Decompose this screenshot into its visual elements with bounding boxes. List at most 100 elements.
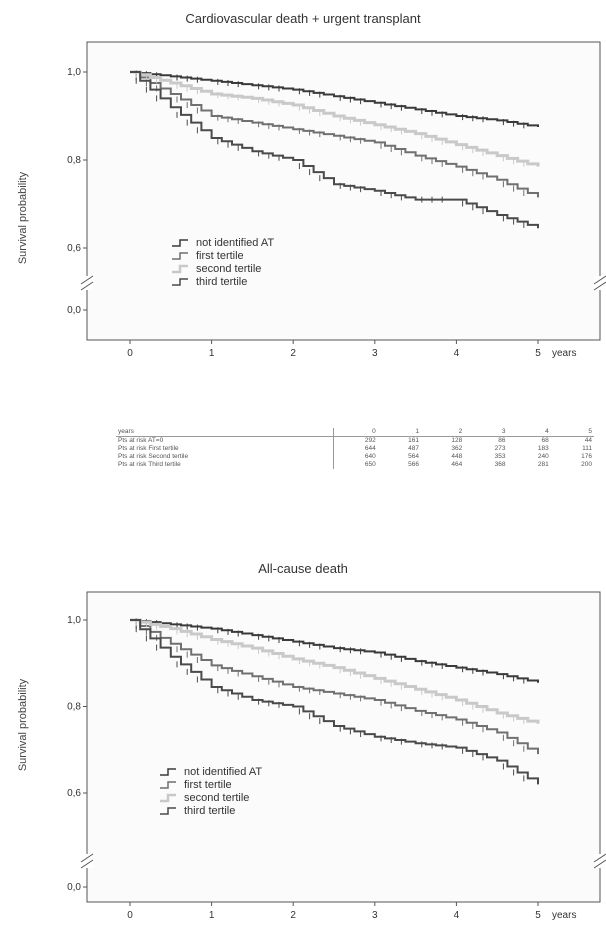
x-axis-unit-2: years — [552, 910, 576, 921]
at-risk-table: years 0 1 2 3 4 5 Pts at risk AT=0 292 161 128 86 68… — [116, 428, 594, 469]
table-row: Pts at risk First tertile 644 487 362 273 183… — [116, 445, 594, 453]
table-row: Pts at risk Third tertile 650 566 464 368 281… — [116, 461, 594, 469]
series-line-1-0 — [130, 71, 539, 127]
table-cell: 128 — [451, 437, 463, 444]
axis-break-mask-right-1 — [594, 276, 606, 290]
y-tick-label-2-0: 0,0 — [67, 882, 81, 893]
series-line-2-2 — [130, 618, 540, 724]
table-header-row: years 0 1 2 3 4 5 — [116, 428, 594, 437]
axis-break-left-2 — [80, 853, 94, 869]
x-tick-label-2-1: 1 — [209, 910, 215, 921]
legend-swatch-2-1 — [160, 781, 176, 789]
table-cell: 273 — [494, 445, 506, 452]
x-tick-label-1-1: 1 — [209, 348, 215, 359]
x-tick-label-2-0: 0 — [127, 910, 133, 921]
table-cell: 3 — [464, 428, 508, 437]
series-line-2-0 — [130, 619, 539, 683]
y-tick-label-1-0: 0,0 — [67, 305, 81, 316]
table-cell: 161 — [408, 437, 419, 444]
y-tick-label-1-1: 0,6 — [67, 243, 81, 254]
legend-label-2-2: second tertile — [184, 792, 249, 804]
y-tick-label-1-3: 1,0 — [67, 67, 81, 78]
x-tick-label-2-3: 3 — [372, 910, 378, 921]
table-cell: Pts at risk Third tertile — [116, 461, 334, 469]
x-tick-label-2-2: 2 — [290, 910, 296, 921]
legend-swatch-2-3 — [160, 807, 176, 815]
legend-label-2-3: third tertile — [184, 805, 235, 817]
series-line-1-1 — [130, 71, 539, 198]
table-cell: 183 — [537, 445, 549, 452]
plot-frame-1 — [86, 41, 601, 341]
table-cell: 368 — [494, 461, 506, 468]
table-cell: Pts at risk Second tertile — [116, 453, 334, 461]
table-cell: 111 — [582, 445, 592, 452]
y-tick-label-2-1: 0,6 — [67, 788, 81, 799]
table-cell: 362 — [451, 445, 463, 452]
legend-label-1-2: second tertile — [196, 263, 261, 275]
legend-label-1-3: third tertile — [196, 276, 247, 288]
table-cell: 650 — [364, 461, 376, 468]
table-cell: 44 — [584, 437, 592, 444]
axis-break-mask-left-2 — [81, 854, 93, 868]
legend-swatch-1-3 — [172, 278, 188, 286]
x-tick-label-1-4: 4 — [454, 348, 460, 359]
table-cell: 487 — [408, 445, 419, 452]
chart-2-title: All-cause death — [258, 561, 348, 576]
legend-swatch-1-0 — [172, 239, 188, 247]
axis-break-mask-right-2 — [594, 854, 606, 868]
table-row: Pts at risk Second tertile 640 564 448 353 24… — [116, 453, 594, 461]
axis-break-right-2 — [593, 853, 606, 869]
table-cell: 640 — [364, 453, 376, 460]
table-cell: 566 — [408, 461, 419, 468]
axis-break-right-1 — [593, 275, 606, 291]
x-tick-label-1-0: 0 — [127, 348, 133, 359]
table-cell: 292 — [364, 437, 376, 444]
table-cell: 68 — [541, 437, 549, 444]
legend-label-1-0: not identified AT — [196, 237, 274, 249]
table-cell: 240 — [537, 453, 549, 460]
legend-label-2-1: first tertile — [184, 779, 232, 791]
table-cell: 176 — [581, 453, 592, 460]
table-cell: 2 — [421, 428, 465, 437]
table-cell: Pts at risk AT=0 — [116, 436, 334, 445]
table-cell: 4 — [507, 428, 551, 437]
legend-swatch-2-0 — [160, 768, 176, 776]
chart-1-svg: 0,0 0,6 0,8 1,0 0 1 2 3 4 5 years not identified AT… — [67, 41, 606, 359]
legend-swatch-1-2 — [172, 264, 188, 274]
table-cell: 200 — [581, 461, 592, 468]
series-line-2-3 — [130, 619, 539, 785]
chart-1-title: Cardiovascular death + urgent transplant — [185, 11, 421, 26]
axis-break-left-1 — [80, 275, 94, 291]
legend-swatch-2-2 — [160, 793, 176, 803]
axis-break-mask-left-1 — [81, 276, 93, 290]
table-cell: 644 — [364, 445, 376, 452]
table-row: Pts at risk AT=0 292 161 128 86 68 44 — [116, 436, 594, 445]
x-axis-unit-1: years — [552, 348, 576, 359]
legend-label-2-0: not identified AT — [184, 766, 262, 778]
x-tick-label-1-3: 3 — [372, 348, 378, 359]
table-cell: 464 — [451, 461, 463, 468]
legend-label-1-1: first tertile — [196, 250, 244, 262]
table-cell: 353 — [494, 453, 506, 460]
y-tick-label-2-3: 1,0 — [67, 615, 81, 626]
x-tick-label-1-2: 2 — [290, 348, 296, 359]
table-cell: Pts at risk First tertile — [116, 445, 334, 453]
series-line-1-2 — [130, 70, 540, 167]
x-tick-label-2-5: 5 — [535, 910, 541, 921]
table-cell: 86 — [498, 437, 506, 444]
table-cell: 1 — [377, 428, 421, 437]
y-tick-label-1-2: 0,8 — [67, 155, 81, 166]
y-tick-label-2-2: 0,8 — [67, 702, 81, 713]
table-cell: 5 — [550, 428, 594, 437]
table-cell: 281 — [537, 461, 549, 468]
table-cell: years — [116, 428, 334, 437]
table-cell: 448 — [451, 453, 463, 460]
table-cell: 564 — [408, 453, 419, 460]
series-line-1-3 — [130, 71, 539, 229]
x-tick-label-1-5: 5 — [535, 348, 541, 359]
x-tick-label-2-4: 4 — [454, 910, 460, 921]
table-cell: 0 — [333, 428, 378, 437]
series-line-2-1 — [130, 619, 539, 755]
legend-swatch-1-1 — [172, 252, 188, 260]
